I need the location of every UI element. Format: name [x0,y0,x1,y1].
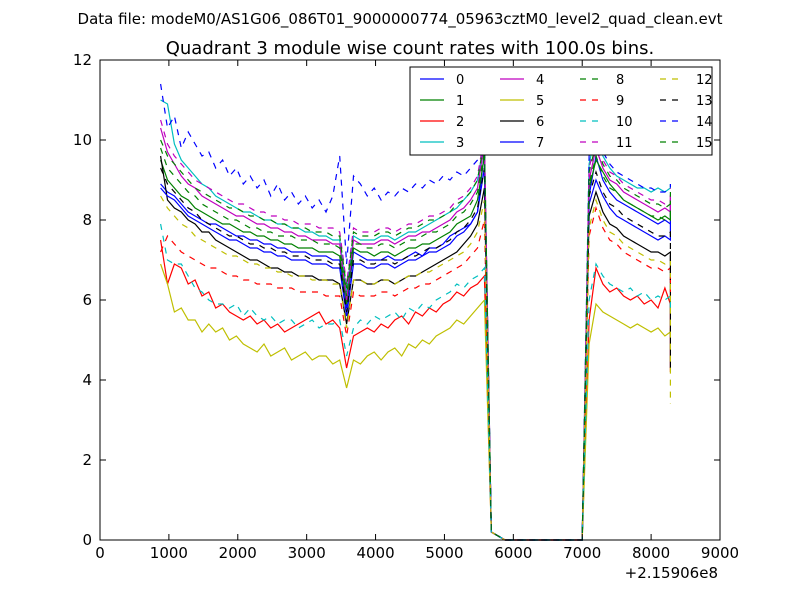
series-line-4 [160,127,671,541]
y-tick-label: 12 [73,51,92,69]
legend-label-7: 7 [536,136,544,151]
series-line-15 [160,139,671,541]
legend-box [409,66,713,156]
legend-label-11: 11 [616,136,633,151]
suptitle: Data file: modeM0/AS1G06_086T01_90000007… [78,10,723,29]
legend-label-15: 15 [696,136,713,151]
legend-label-3: 3 [456,136,464,151]
x-tick-label: 7000 [563,544,601,562]
x-tick-label: 3000 [288,544,326,562]
series-line-1 [160,155,671,541]
series-line-11 [160,119,671,541]
series-line-8 [160,147,671,541]
series-line-13 [160,167,671,541]
series-line-12 [160,195,671,541]
legend-label-8: 8 [616,73,624,88]
legend-label-1: 1 [456,94,464,109]
legend-label-9: 9 [616,94,624,109]
legend-label-0: 0 [456,73,464,88]
legend-label-13: 13 [696,94,713,109]
x-tick-label: 0 [95,544,105,562]
chart-title: Quadrant 3 module wise count rates with … [166,38,655,59]
series-line-9 [160,205,671,541]
legend-label-4: 4 [536,73,544,88]
y-tick-label: 2 [82,451,92,469]
legend-label-6: 6 [536,115,544,130]
legend-label-10: 10 [616,115,633,130]
legend-label-14: 14 [696,115,713,130]
x-tick-label: 6000 [494,544,532,562]
y-tick-label: 0 [82,531,92,549]
axes: 0 1000 2000 3000 4000 5000 6000 7000 8000 9000 0 2 4… [73,51,739,562]
legend-label-5: 5 [536,94,544,109]
plot-area [160,83,671,541]
series-line-2 [160,239,671,541]
legend-label-2: 2 [456,115,464,130]
x-tick-label: 5000 [425,544,463,562]
y-tick-label: 4 [82,371,92,389]
series-line-3 [160,99,671,541]
series-line-7 [160,167,671,541]
x-tick-label: 1000 [150,544,188,562]
series-line-5 [160,263,671,541]
x-tick-label: 8000 [632,544,670,562]
legend-label-12: 12 [696,73,713,88]
y-tick-label: 10 [73,131,92,149]
x-tick-label: 4000 [356,544,394,562]
x-tick-label: 9000 [701,544,739,562]
x-tick-label: 2000 [219,544,257,562]
y-tick-label: 8 [82,211,92,229]
series-line-10 [160,223,671,541]
x-offset-label: +2.15906e8 [625,564,718,582]
y-tick-label: 6 [82,291,92,309]
series-line-0 [160,151,671,541]
